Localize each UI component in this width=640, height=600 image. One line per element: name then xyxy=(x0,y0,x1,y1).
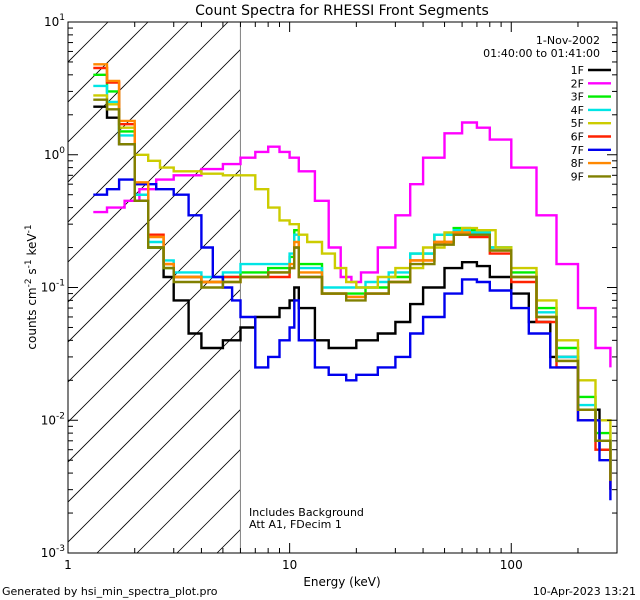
hatch-line xyxy=(68,22,269,223)
legend-label-9f: 9F xyxy=(571,170,584,183)
series-group xyxy=(93,63,612,501)
annotation-background: Includes Background xyxy=(249,506,364,519)
series-line-9f xyxy=(93,98,612,481)
y-tick-label: 10-1 xyxy=(41,279,65,295)
legend-label-5f: 5F xyxy=(571,117,584,130)
axis-ticks: 1 10 100 101 100 10-1 10-2 10-3 xyxy=(41,13,618,572)
x-axis-label: Energy (keV) xyxy=(303,575,380,589)
hatch-line xyxy=(68,22,229,183)
hatch-line xyxy=(68,22,189,143)
y-tick-label: 100 xyxy=(44,146,65,162)
legend-label-4f: 4F xyxy=(571,104,584,117)
hatched-region xyxy=(68,22,617,553)
x-tick-label: 10 xyxy=(282,558,297,572)
series-line-7f xyxy=(93,178,612,501)
legend-label-8f: 8F xyxy=(571,157,584,170)
legend-label-1f: 1F xyxy=(571,64,584,77)
legend-label-6f: 6F xyxy=(571,131,584,144)
y-tick-label: 101 xyxy=(44,13,65,29)
annotation-attenuator: Att A1, FDecim 1 xyxy=(249,518,342,531)
footer-generated-by: Generated by hsi_min_spectra_plot.pro xyxy=(2,585,218,598)
legend-time-range: 01:40:00 to 01:41:00 xyxy=(483,47,600,60)
x-tick-label: 1 xyxy=(64,558,72,572)
legend-date: 1-Nov-2002 xyxy=(536,34,600,47)
chart-title: Count Spectra for RHESSI Front Segments xyxy=(195,3,489,19)
legend-label-7f: 7F xyxy=(571,144,584,157)
series-line-2f xyxy=(93,121,612,368)
legend-label-2f: 2F xyxy=(571,77,584,90)
legend-label-3f: 3F xyxy=(571,91,584,104)
y-axis-label: counts cm-2 s-1 keV-1 xyxy=(24,224,39,349)
footer-timestamp: 10-Apr-2023 13:21 xyxy=(533,585,636,598)
y-tick-label: 10-3 xyxy=(41,544,65,560)
x-tick-label: 100 xyxy=(500,558,523,572)
legend: 1-Nov-2002 01:40:00 to 01:41:00 1F2F3F4F… xyxy=(483,34,611,183)
y-tick-label: 10-2 xyxy=(41,411,65,427)
hatch-line xyxy=(68,22,309,263)
